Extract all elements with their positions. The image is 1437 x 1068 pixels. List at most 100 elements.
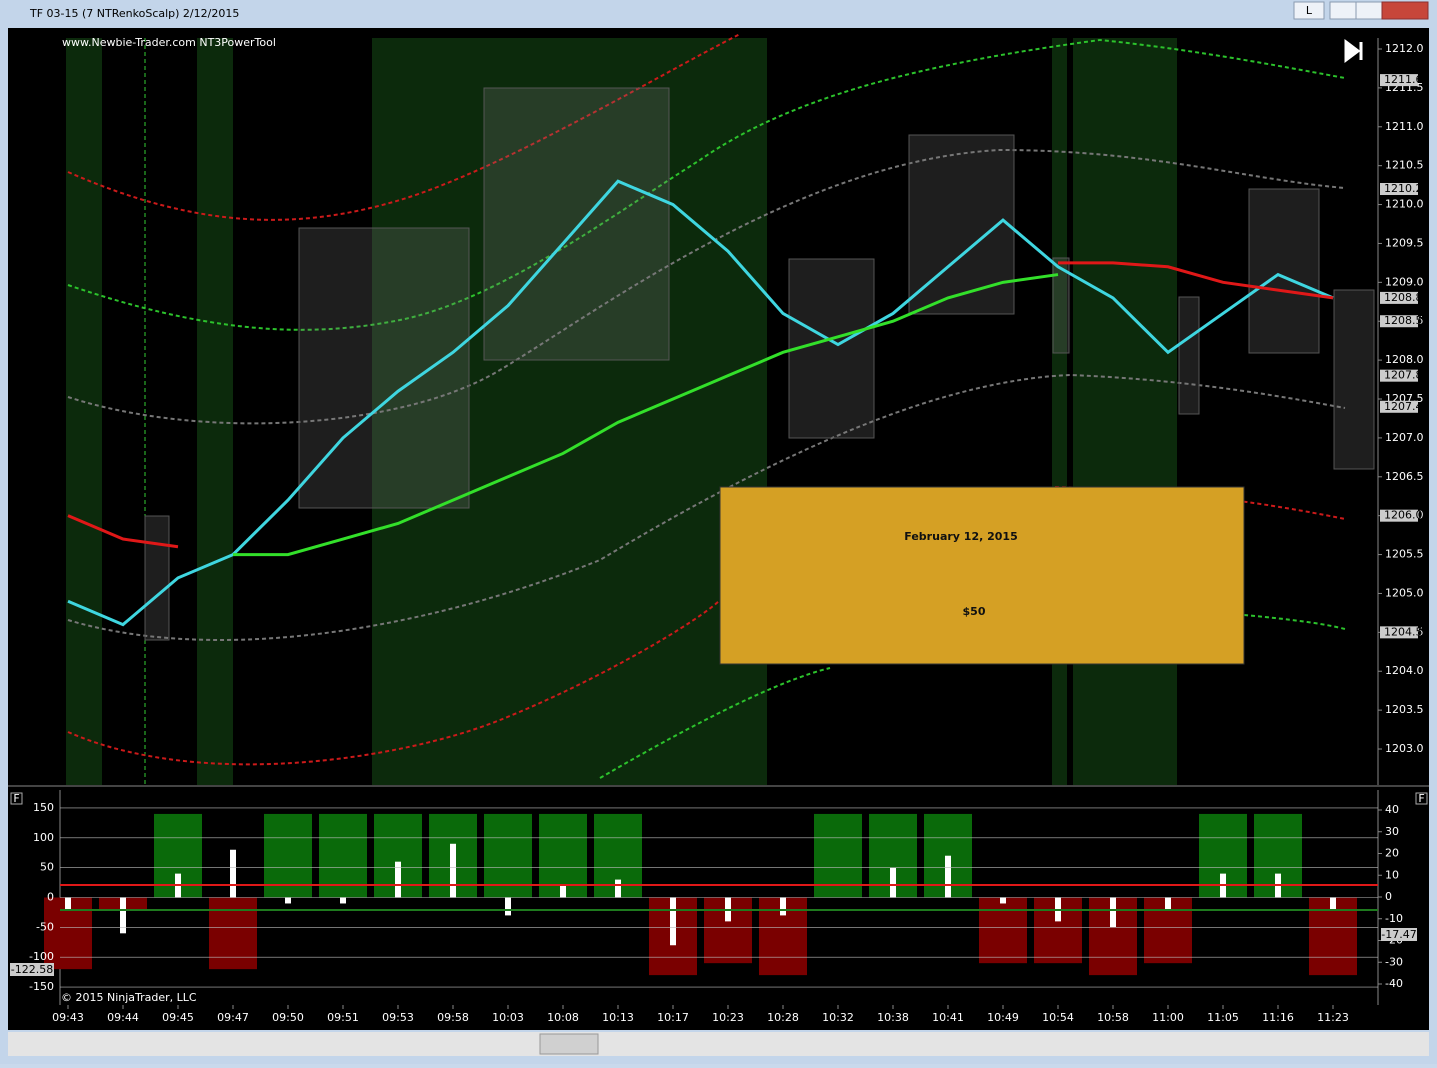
left-tick-label: -100 [29,950,54,963]
series-line [233,273,1059,557]
price-tick-label: 1212.0 [1385,42,1424,55]
right-value: -17.47 [1381,928,1416,941]
histogram-bar [780,897,786,916]
left-value: -122.58 [11,963,53,976]
price-tick-label: 1204.0 [1385,664,1424,677]
right-tick-label: -40 [1385,977,1403,990]
price-label-box [1380,509,1418,522]
scrollbar[interactable] [8,1032,1429,1056]
momentum-area [264,813,312,898]
overlay-date: February 12, 2015 [904,530,1017,543]
price-tick-label: 1206.5 [1385,470,1424,483]
histogram-bar [1330,897,1336,910]
window-title: TF 03-15 (7 NTRenkoScalp) 2/12/2015 [29,7,239,20]
price-label-box [1380,74,1418,87]
price-label-box [1380,400,1418,413]
momentum-area [319,813,367,898]
price-label: 1206.0 [1384,509,1423,522]
panel-button[interactable] [1415,792,1428,805]
price-tick-label: 1205.0 [1385,586,1424,599]
momentum-area [979,897,1027,964]
time-label: 10:17 [657,1011,689,1024]
time-label: 10:38 [877,1011,909,1024]
price-tick-label: 1210.5 [1385,159,1424,172]
time-label: 10:32 [822,1011,854,1024]
histogram-bar [945,855,951,898]
histogram-bar [285,897,291,904]
time-label: 10:03 [492,1011,524,1024]
time-label: 09:45 [162,1011,194,1024]
price-tick-label: 1203.5 [1385,703,1424,716]
time-label: 10:08 [547,1011,579,1024]
price-tick-label: 1203.0 [1385,742,1424,755]
series-line [67,179,1334,627]
right-tick-label: 10 [1385,868,1399,881]
shaded-regions [66,38,1177,785]
button-l[interactable] [1293,1,1325,20]
time-label: 10:49 [987,1011,1019,1024]
price-tick-label: 1209.0 [1385,275,1424,288]
time-label: 09:47 [217,1011,249,1024]
time-label: 09:50 [272,1011,304,1024]
play-icon[interactable] [1344,39,1363,63]
price-tick-label: 1207.0 [1385,431,1424,444]
panel-button[interactable] [10,792,23,805]
price-tick-label: 1209.5 [1385,236,1424,249]
histogram-bar [230,849,236,898]
time-label: 09:43 [52,1011,84,1024]
price-tick-label: 1208.0 [1385,353,1424,366]
histogram-bar [65,897,71,910]
overlay-amount: $50 [963,605,986,618]
histogram-bar [890,867,896,898]
price-label: 1208.8 [1384,291,1423,304]
left-tick-label: -50 [36,920,54,933]
right-tick-label: 20 [1385,847,1399,860]
histogram-bar [340,897,346,904]
minimize[interactable] [1329,1,1357,20]
price-label: 1204.5 [1384,625,1423,638]
momentum-area [209,897,257,970]
price-label: 1207.4 [1384,400,1423,413]
price-label-box [1380,369,1418,382]
range-boxes [144,87,1375,641]
right-tick-label: -30 [1385,955,1403,968]
button-l-label[interactable]: L [1306,4,1313,17]
histogram-bar [670,897,676,946]
left-tick-label: 150 [33,801,54,814]
right-tick-label: 0 [1385,890,1392,903]
maximize[interactable] [1355,1,1383,20]
panel-label: F [1418,792,1424,805]
histogram-bar [395,861,401,898]
time-label: 10:54 [1042,1011,1074,1024]
time-label: 11:23 [1317,1011,1349,1024]
time-label: 10:28 [767,1011,799,1024]
price-label: 1211.6 [1384,73,1423,86]
momentum-area [539,813,587,898]
price-label: 1207.8 [1384,369,1423,382]
price-label-box [1380,626,1418,639]
left-tick-label: 50 [40,861,54,874]
histogram-bar [505,897,511,916]
overlay-box [719,486,1245,665]
time-label: 09:53 [382,1011,414,1024]
series-line [67,261,1334,549]
right-tick-label: -10 [1385,912,1403,925]
price-tick-label: 1210.0 [1385,198,1424,211]
panel-label: F [13,792,19,805]
scroll-thumb[interactable] [539,1033,599,1055]
time-label: 10:13 [602,1011,634,1024]
momentum-area [814,813,862,898]
histogram-bar [120,897,126,934]
time-label: 10:41 [932,1011,964,1024]
price-label: 1208.5 [1384,314,1423,327]
time-label: 11:00 [1152,1011,1184,1024]
left-tick-label: 0 [47,891,54,904]
price-label: 1210.2 [1384,182,1423,195]
left-tick-label: 100 [33,831,54,844]
price-tick-label: 1205.5 [1385,548,1424,561]
time-label: 10:58 [1097,1011,1129,1024]
price-label-box [1380,291,1418,304]
time-label: 10:23 [712,1011,744,1024]
close[interactable] [1381,1,1429,20]
